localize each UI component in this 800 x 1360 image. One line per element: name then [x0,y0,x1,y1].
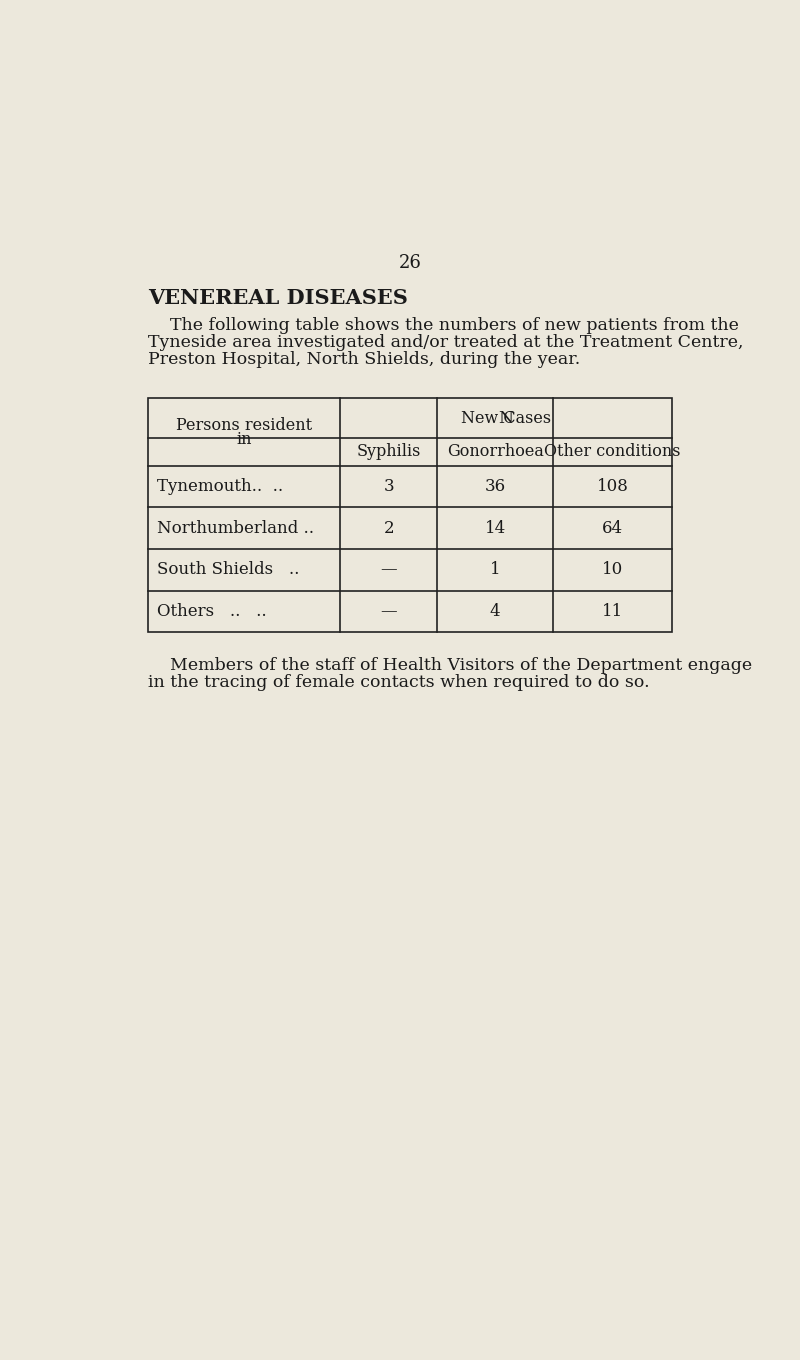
Text: 26: 26 [398,254,422,272]
Text: 4: 4 [490,602,501,620]
Text: N: N [498,409,514,427]
Text: 14: 14 [485,520,506,537]
Text: Preston Hospital, North Shields, during the year.: Preston Hospital, North Shields, during … [148,351,580,369]
Text: 10: 10 [602,562,623,578]
Text: Syphilis: Syphilis [357,443,421,461]
Text: Tyneside area investigated and/or treated at the Treatment Centre,: Tyneside area investigated and/or treate… [148,335,743,351]
Text: Gonorrhoea: Gonorrhoea [447,443,544,461]
Text: —: — [380,562,397,578]
Text: 1: 1 [490,562,501,578]
Text: Northumberland ..: Northumberland .. [158,520,314,537]
Text: 3: 3 [383,479,394,495]
Text: —: — [380,602,397,620]
Text: 36: 36 [485,479,506,495]
Text: Tynemouth..  ..: Tynemouth.. .. [158,479,283,495]
Text: South Shields   ..: South Shields .. [158,562,300,578]
Text: in the tracing of female contacts when required to do so.: in the tracing of female contacts when r… [148,673,650,691]
Text: Members of the staff of Health Visitors of the Department engage: Members of the staff of Health Visitors … [148,657,752,673]
Text: Others   ..   ..: Others .. .. [158,602,267,620]
Text: 108: 108 [597,479,629,495]
Text: in: in [237,431,252,449]
Text: New Cases: New Cases [461,409,551,427]
Text: Other conditions: Other conditions [545,443,681,461]
Bar [148,398,672,632]
Text: 64: 64 [602,520,623,537]
Text: Persons resident: Persons resident [176,418,312,434]
Text: 2: 2 [383,520,394,537]
Text: VENEREAL DISEASES: VENEREAL DISEASES [148,288,408,307]
Text: The following table shows the numbers of new patients from the: The following table shows the numbers of… [148,317,739,335]
Text: 11: 11 [602,602,623,620]
